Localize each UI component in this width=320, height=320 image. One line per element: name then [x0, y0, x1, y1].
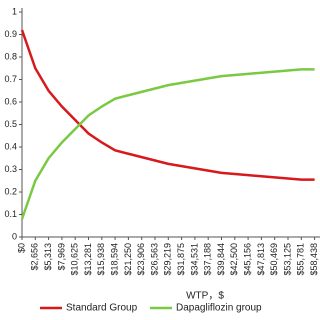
x-axis-label: WTP，$: [186, 291, 224, 302]
y-tick-label: 0.3: [4, 164, 17, 174]
x-tick-label: $42,500: [229, 243, 239, 276]
y-tick-label: 0.2: [4, 186, 17, 196]
y-tick-label: 0.6: [4, 96, 17, 106]
series-line: [20, 68, 315, 220]
x-tick-label: $50,469: [269, 243, 279, 276]
y-tick-label: 0.5: [4, 119, 17, 129]
legend-label: Standard Group: [66, 303, 138, 314]
x-tick-label: $10,625: [70, 243, 80, 276]
y-tick-label: 1: [12, 6, 17, 16]
x-tick-label: $18,594: [109, 243, 119, 276]
legend-label: Dapagliflozin group: [176, 303, 262, 314]
x-tick-label: $53,125: [282, 243, 292, 276]
x-tick-label: $47,813: [256, 243, 266, 276]
x-tick-label: $39,844: [216, 243, 226, 276]
x-tick-label: $0: [16, 243, 26, 253]
y-tick-label: 0.9: [4, 29, 17, 39]
y-tick-label: 0.1: [4, 209, 17, 219]
series-line: [20, 29, 315, 181]
x-tick-label: $21,250: [123, 243, 133, 276]
x-tick-label: $26,563: [149, 243, 159, 276]
x-tick-label: $58,438: [309, 243, 319, 276]
x-tick-label: $37,188: [203, 243, 213, 276]
y-tick-label: 0.4: [4, 141, 17, 151]
x-tick-label: $7,969: [56, 243, 66, 271]
x-tick-label: $23,906: [136, 243, 146, 276]
x-tick-label: $55,781: [296, 243, 306, 276]
x-tick-label: $15,938: [96, 243, 106, 276]
y-tick-label: 0: [12, 231, 17, 241]
y-tick-label: 0.8: [4, 51, 17, 61]
x-tick-label: $13,281: [83, 243, 93, 276]
x-tick-label: $34,531: [189, 243, 199, 276]
x-tick-label: $5,313: [43, 243, 53, 271]
x-tick-label: $31,875: [176, 243, 186, 276]
x-tick-label: $45,156: [242, 243, 252, 276]
x-tick-label: $2,656: [30, 243, 40, 271]
y-tick-label: 0.7: [4, 74, 17, 84]
x-tick-label: $29,219: [163, 243, 173, 276]
